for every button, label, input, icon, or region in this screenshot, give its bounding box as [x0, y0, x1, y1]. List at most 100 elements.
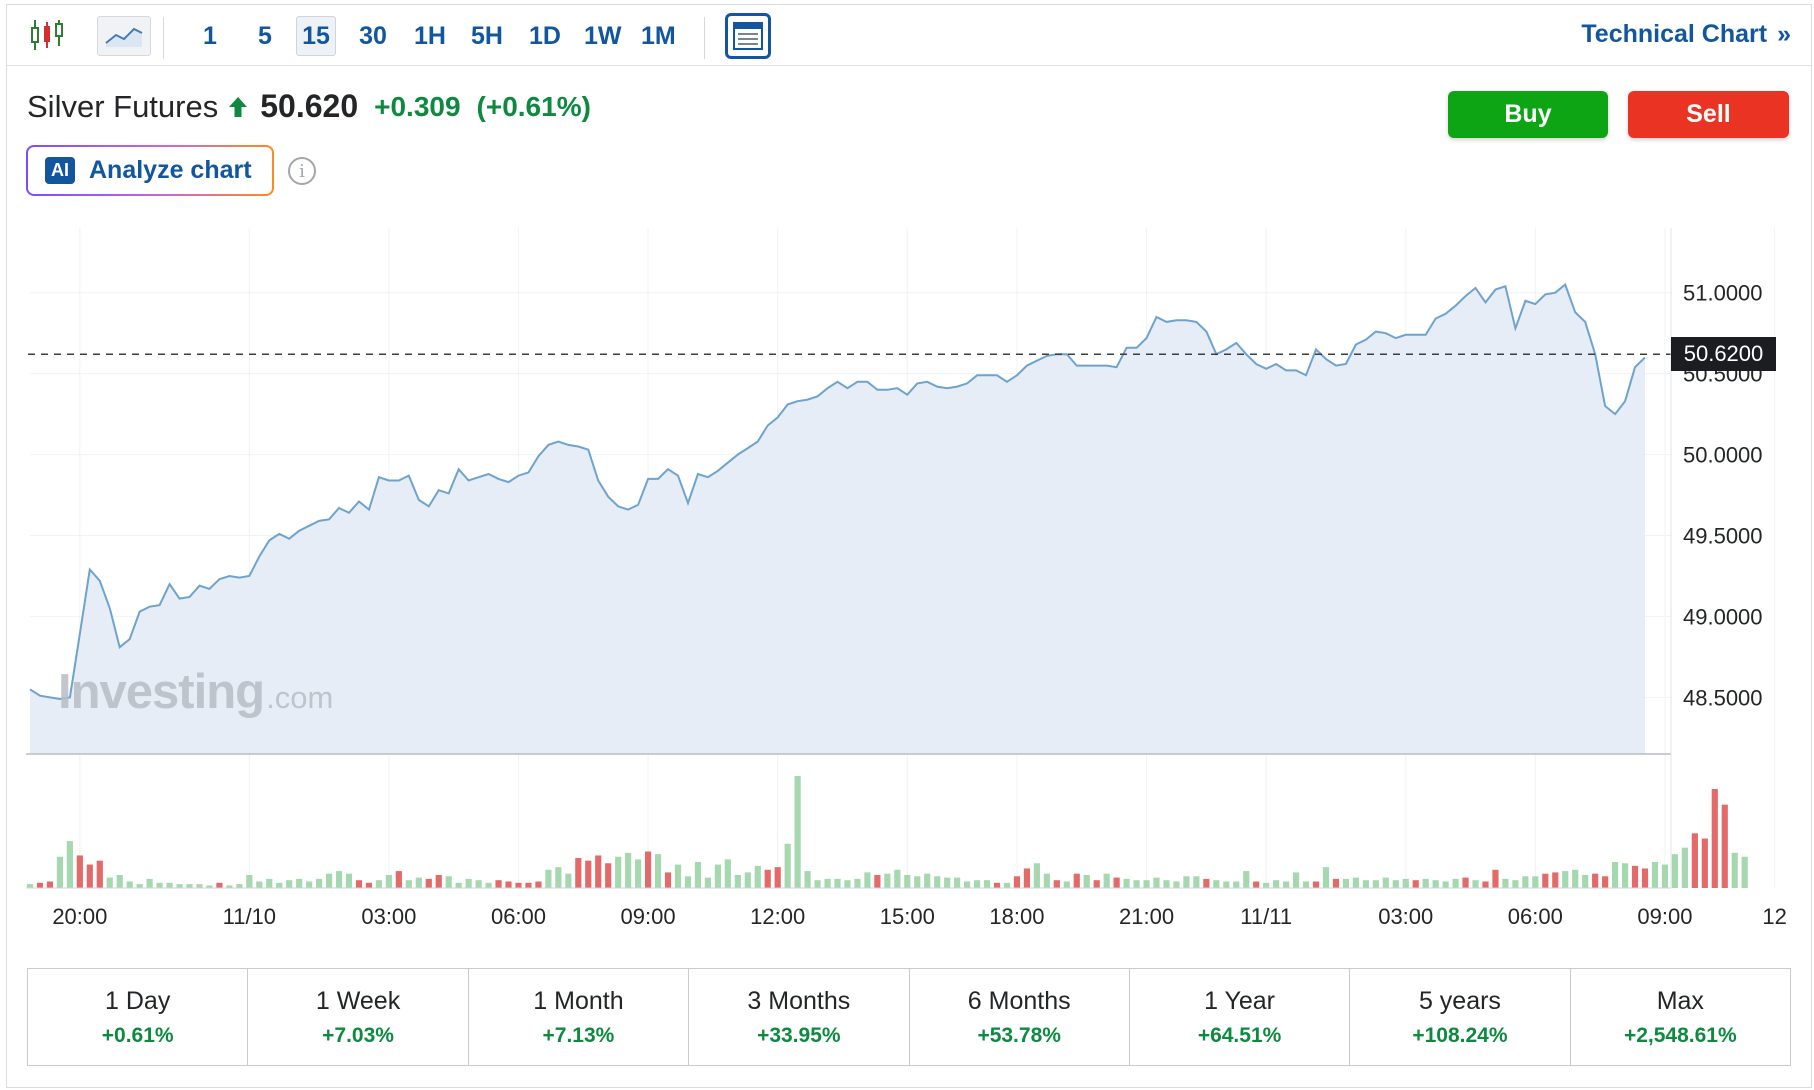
volume-bar — [56, 856, 63, 888]
price-change-percent: (+0.61%) — [476, 90, 591, 122]
timeframe-30[interactable]: 30 — [359, 21, 387, 50]
perf-5-years[interactable]: 5 years +108.24% — [1350, 969, 1571, 1065]
price-line — [29, 282, 1646, 701]
x-tick-label: 15:00 — [880, 904, 935, 929]
timeframe-1[interactable]: 1 — [203, 21, 217, 50]
volume-bar — [704, 877, 711, 888]
volume-bar — [126, 881, 133, 888]
volume-bar — [286, 880, 293, 888]
perf-1-day[interactable]: 1 Day +0.61% — [28, 969, 249, 1065]
timeframe-1w[interactable]: 1W — [584, 21, 622, 50]
volume-bar — [924, 873, 931, 888]
perf-3-months[interactable]: 3 Months +33.95% — [689, 969, 910, 1065]
perf-label: 1 Year — [1204, 986, 1276, 1015]
x-tick-label: 11/11 — [1240, 904, 1292, 929]
ai-chat-icon: AI — [45, 157, 75, 184]
instrument-name: Silver Futures — [27, 88, 219, 124]
perf-value: +33.95% — [757, 1023, 841, 1047]
volume-bar — [465, 878, 472, 888]
x-tick-label: 12 — [1762, 904, 1786, 929]
perf-6-months[interactable]: 6 Months +53.78% — [910, 969, 1130, 1065]
volume-bar — [1093, 880, 1100, 888]
sell-button[interactable]: Sell — [1628, 91, 1789, 138]
timeframe-1h[interactable]: 1H — [414, 21, 446, 50]
info-icon[interactable]: i — [288, 157, 316, 185]
volume-bar — [1681, 847, 1688, 888]
current-price-tag: 50.6200 — [1671, 337, 1776, 372]
y-tick-label: 50.0000 — [1683, 443, 1763, 468]
volume-bar — [1402, 878, 1409, 888]
volume-bar — [595, 855, 602, 888]
volume-bar — [694, 861, 702, 888]
volume-bar — [1612, 861, 1619, 888]
volume-bar — [1243, 871, 1250, 888]
volume-bar — [1731, 852, 1738, 888]
timeframe-5h[interactable]: 5H — [471, 21, 503, 50]
volume-bar — [824, 878, 831, 888]
volume-bar — [186, 884, 193, 888]
candlestick-icon[interactable] — [27, 15, 67, 55]
analyze-chart-label: Analyze chart — [89, 156, 252, 184]
buy-button[interactable]: Buy — [1448, 91, 1608, 138]
layout-icon[interactable] — [725, 13, 771, 59]
timeframe-1m[interactable]: 1M — [641, 21, 676, 50]
volume-bar — [1213, 880, 1220, 888]
analyze-chart-button[interactable]: AI Analyze chart — [26, 145, 274, 196]
x-tick-label: 06:00 — [491, 904, 546, 929]
volume-bar — [116, 874, 123, 888]
volume-bar — [635, 859, 642, 888]
volume-bar — [854, 878, 861, 888]
perf-label: Max — [1656, 986, 1704, 1015]
y-axis-labels: 51.000050.500050.000049.500049.000048.50… — [1683, 281, 1763, 711]
volume-bar — [894, 869, 901, 888]
volume-bar — [1552, 872, 1559, 888]
perf-label: 1 Month — [533, 986, 624, 1015]
technical-chart-link[interactable]: Technical Chart » — [1581, 20, 1791, 49]
volume-bar — [1582, 874, 1589, 888]
timeframe-5[interactable]: 5 — [258, 21, 272, 50]
chart-widget-frame — [6, 4, 1812, 1088]
volume-bar — [993, 882, 1001, 888]
x-tick-label: 11/10 — [223, 904, 276, 929]
volume-bar — [176, 884, 183, 888]
volume-bar — [545, 869, 552, 888]
volume-bar — [1711, 789, 1718, 888]
volume-bar — [405, 880, 412, 888]
volume-bar — [196, 884, 203, 888]
volume-bar — [1522, 876, 1529, 888]
volume-bar — [1352, 877, 1359, 888]
volume-bar — [555, 867, 562, 888]
volume-bar — [1482, 881, 1489, 888]
volume-bar — [485, 882, 492, 888]
perf-1-week[interactable]: 1 Week +7.03% — [248, 969, 469, 1065]
perf-value: +7.03% — [322, 1023, 394, 1047]
volume-bar — [1562, 871, 1569, 888]
volume-bar — [156, 882, 163, 888]
volume-bar — [864, 872, 871, 888]
volume-bar — [505, 881, 512, 888]
volume-bars — [26, 776, 1748, 888]
volume-bar — [904, 874, 911, 888]
volume-bar — [1063, 881, 1070, 888]
volume-bar — [1073, 873, 1080, 888]
volume-bar — [1043, 873, 1050, 888]
perf-value: +108.24% — [1412, 1023, 1508, 1047]
arrow-up-icon — [229, 96, 248, 117]
perf-1-year[interactable]: 1 Year +64.51% — [1130, 969, 1351, 1065]
price-chart[interactable]: 51.000050.500050.000049.500049.000048.50… — [0, 0, 1814, 960]
volume-bar — [884, 873, 891, 888]
perf-1-month[interactable]: 1 Month +7.13% — [469, 969, 690, 1065]
volume-bar — [973, 880, 981, 888]
volume-bar — [455, 882, 462, 888]
volume-bar — [515, 882, 522, 888]
perf-max[interactable]: Max +2,548.61% — [1571, 969, 1790, 1065]
timeframe-15[interactable]: 15 — [296, 16, 336, 56]
volume-bar — [216, 882, 223, 888]
volume-bar — [1193, 876, 1200, 888]
volume-bar — [1492, 869, 1499, 888]
timeframe-1d[interactable]: 1D — [529, 21, 561, 50]
volume-bar — [345, 873, 353, 888]
area-chart-icon[interactable] — [97, 16, 151, 56]
x-tick-label: 18:00 — [989, 904, 1044, 929]
volume-bar — [1671, 854, 1678, 888]
